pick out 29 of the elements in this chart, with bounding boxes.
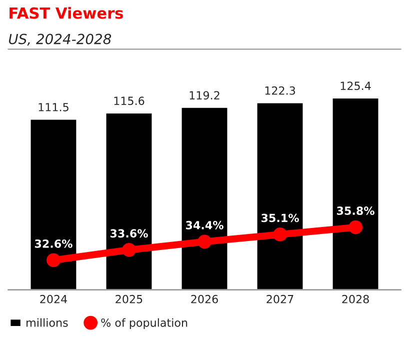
data-label: 111.5 bbox=[38, 103, 68, 112]
x-tick-label: 2026 bbox=[191, 294, 218, 304]
data-label: 35.1% bbox=[261, 214, 299, 222]
data-label: 119.2 bbox=[190, 91, 220, 100]
point bbox=[198, 234, 212, 249]
bar bbox=[180, 106, 229, 290]
data-label: 33.6% bbox=[110, 229, 148, 238]
point bbox=[46, 253, 60, 268]
x-tick-label: 2025 bbox=[116, 294, 142, 304]
x-tick-label: 2027 bbox=[266, 294, 294, 304]
x-tick-label: 2024 bbox=[40, 294, 67, 304]
bar bbox=[29, 118, 78, 290]
data-label: 32.6% bbox=[34, 239, 72, 248]
data-label: 125.4 bbox=[340, 82, 371, 90]
data-label: 115.6 bbox=[114, 96, 144, 106]
point bbox=[122, 242, 136, 257]
point bbox=[348, 220, 362, 234]
legend-label: % of population bbox=[101, 318, 188, 329]
data-label: 35.8% bbox=[336, 206, 374, 215]
point bbox=[273, 228, 287, 242]
data-label: 34.4% bbox=[186, 220, 224, 230]
data-label: 122.3 bbox=[265, 86, 296, 95]
chart-title: FAST Viewers bbox=[10, 7, 123, 19]
bar bbox=[256, 102, 304, 290]
chart-subtitle: US, 2024-2028 bbox=[8, 34, 112, 46]
bar bbox=[104, 112, 154, 290]
x-tick-label: 2028 bbox=[342, 294, 369, 304]
legend-label: millions bbox=[26, 318, 68, 327]
bar bbox=[331, 97, 380, 290]
